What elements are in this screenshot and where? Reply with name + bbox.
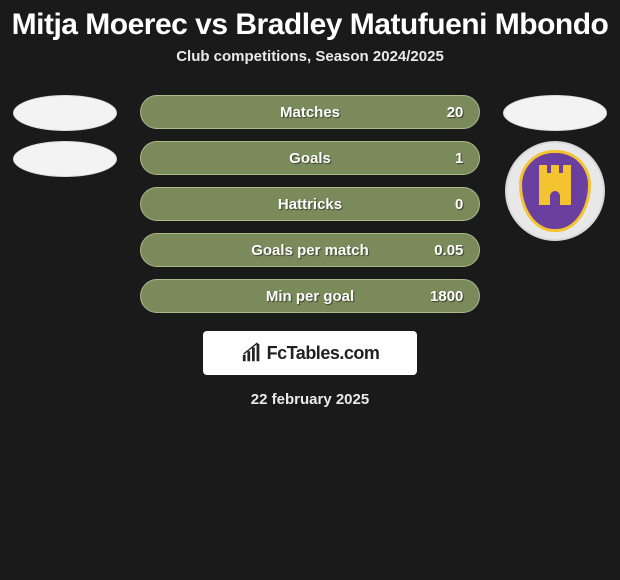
stat-label: Goals per match (251, 242, 369, 259)
source-logo-text: FcTables.com (267, 343, 380, 364)
stat-value-right: 1 (455, 150, 463, 167)
stat-label: Hattricks (278, 196, 342, 213)
stat-label: Min per goal (266, 288, 354, 305)
stat-bar-matches: Matches 20 (140, 95, 481, 129)
club-crest (505, 141, 605, 241)
stat-bar-hattricks: Hattricks 0 (140, 187, 481, 221)
stat-bar-goals-per-match: Goals per match 0.05 (140, 233, 481, 267)
crest-shield-icon (519, 150, 591, 232)
stat-value-right: 0 (455, 196, 463, 213)
player-right-column (500, 85, 610, 241)
stat-value-right: 1800 (430, 288, 463, 305)
infographic-root: Mitja Moerec vs Bradley Matufueni Mbondo… (0, 0, 620, 414)
player-right-placeholder (503, 95, 607, 131)
stat-value-right: 0.05 (434, 242, 463, 259)
comparison-row: Matches 20 Goals 1 Hattricks 0 Goals per… (10, 85, 610, 313)
stat-label: Matches (280, 104, 340, 121)
subtitle: Club competitions, Season 2024/2025 (10, 48, 610, 85)
player-left-placeholder-1 (13, 95, 117, 131)
stat-bar-goals: Goals 1 (140, 141, 481, 175)
stat-bar-min-per-goal: Min per goal 1800 (140, 279, 481, 313)
page-title: Mitja Moerec vs Bradley Matufueni Mbondo (10, 0, 610, 48)
stats-column: Matches 20 Goals 1 Hattricks 0 Goals per… (140, 85, 481, 313)
stat-label: Goals (289, 150, 331, 167)
stat-value-right: 20 (447, 104, 464, 121)
source-logo: FcTables.com (203, 331, 417, 375)
player-left-placeholder-2 (13, 141, 117, 177)
player-left-column (10, 85, 120, 177)
bar-chart-icon (241, 342, 263, 364)
date-label: 22 february 2025 (10, 385, 610, 414)
